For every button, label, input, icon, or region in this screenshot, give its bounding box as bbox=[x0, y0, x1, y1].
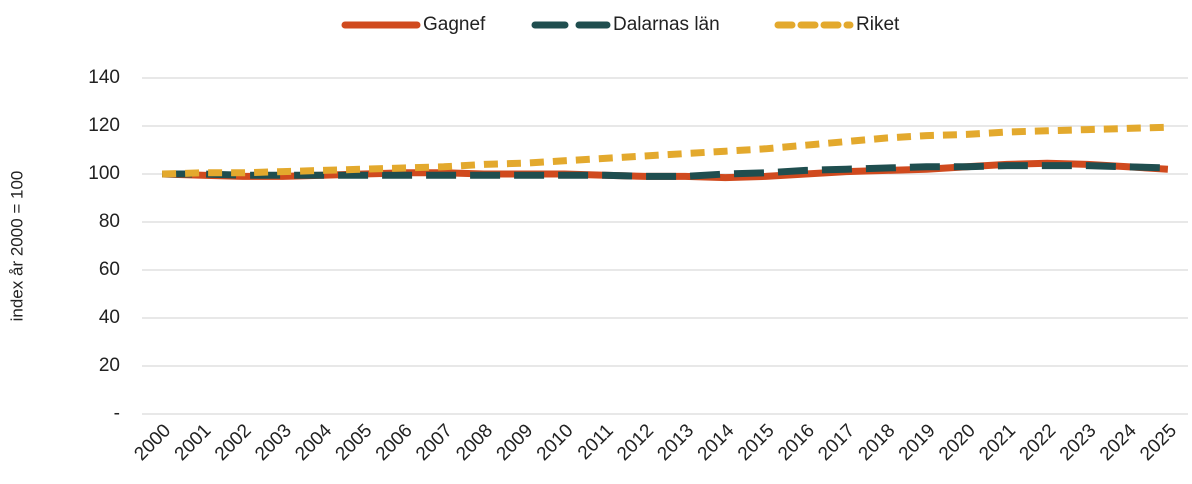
x-tick-label: 2010 bbox=[533, 420, 578, 465]
legend-item: Dalarnas län bbox=[531, 14, 720, 35]
x-tick-label: 2005 bbox=[332, 420, 377, 465]
x-tick-label: 2009 bbox=[493, 420, 538, 465]
y-tick-label: 100 bbox=[88, 163, 120, 184]
y-axis-label: index år 2000 = 100 bbox=[7, 171, 26, 322]
x-tick-label: 2004 bbox=[291, 420, 336, 465]
x-tick-label: 2007 bbox=[412, 420, 457, 465]
x-tick-label: 2003 bbox=[251, 420, 296, 465]
x-tick-label: 2001 bbox=[171, 420, 216, 465]
x-tick-label: 2015 bbox=[734, 420, 779, 465]
y-tick-label: 140 bbox=[88, 67, 120, 88]
x-tick-label: 2008 bbox=[452, 420, 497, 465]
x-tick-label: 2002 bbox=[211, 420, 256, 465]
x-tick-label: 2006 bbox=[372, 420, 417, 465]
line-series bbox=[162, 123, 1168, 178]
x-tick-label: 2014 bbox=[694, 420, 739, 465]
x-tick-label: 2023 bbox=[1056, 420, 1101, 465]
x-tick-label: 2018 bbox=[855, 420, 900, 465]
legend-item: Gagnef bbox=[341, 14, 486, 35]
legend-label: Dalarnas län bbox=[613, 14, 720, 35]
legend-label: Gagnef bbox=[423, 14, 486, 35]
x-tick-label: 2016 bbox=[774, 420, 819, 465]
y-tick-label: 120 bbox=[88, 115, 120, 136]
x-tick-label: 2025 bbox=[1136, 420, 1181, 465]
y-tick-label: - bbox=[114, 403, 120, 424]
line-series bbox=[162, 162, 1168, 180]
x-tick-label: 2022 bbox=[1016, 420, 1061, 465]
x-tick-label: 2011 bbox=[574, 420, 618, 464]
x-tick-label: 2013 bbox=[653, 420, 698, 465]
y-tick-label: 20 bbox=[99, 355, 120, 376]
x-tick-label: 2000 bbox=[130, 420, 175, 465]
legend-label: Riket bbox=[856, 14, 900, 35]
y-tick-label: 40 bbox=[99, 307, 120, 328]
x-tick-label: 2024 bbox=[1096, 420, 1141, 465]
x-tick-label: 2017 bbox=[814, 420, 859, 465]
x-tick-label: 2020 bbox=[935, 420, 980, 465]
y-tick-label: 80 bbox=[99, 211, 120, 232]
x-tick-label: 2012 bbox=[613, 420, 658, 465]
y-tick-label: 60 bbox=[99, 259, 120, 280]
x-tick-label: 2021 bbox=[975, 420, 1020, 465]
x-tick-label: 2019 bbox=[895, 420, 940, 465]
legend-item: Riket bbox=[774, 14, 900, 35]
